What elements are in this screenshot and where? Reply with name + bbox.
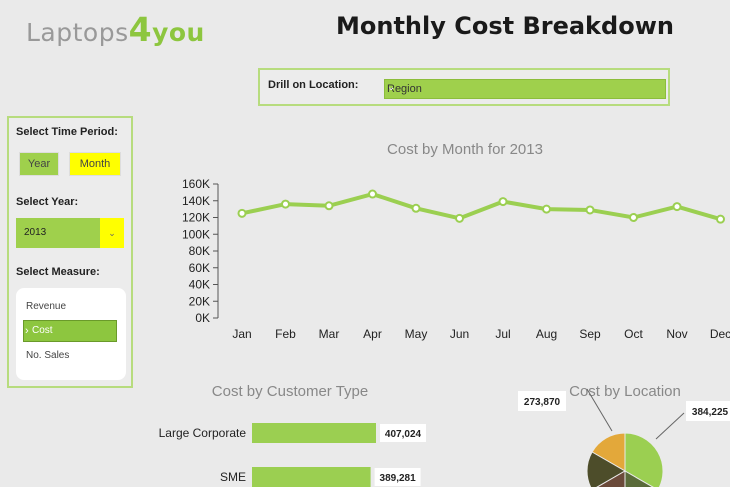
chart-title: Cost by Customer Type: [212, 383, 368, 400]
x-tick-label: May: [405, 327, 428, 341]
y-tick-label: 80K: [189, 244, 210, 258]
data-point[interactable]: [716, 214, 725, 224]
pie-slice[interactable]: [592, 470, 626, 487]
data-point[interactable]: [672, 202, 682, 212]
year-label: Select Year:: [16, 196, 79, 208]
month-button[interactable]: Month: [69, 152, 121, 176]
x-tick-label: Aug: [536, 327, 557, 341]
x-tick-label: Jul: [495, 327, 510, 341]
pie-slice[interactable]: [624, 432, 664, 487]
filter-sidebar: Select Time Period: Year Month Select Ye…: [7, 116, 133, 388]
series-line: [241, 191, 722, 222]
measure-item-cost-label: Cost: [32, 325, 53, 336]
x-tick-label: Dec: [710, 327, 730, 341]
measure-item-cost[interactable]: › Cost: [23, 320, 117, 342]
app-logo: Laptops4you: [26, 10, 205, 49]
y-tick-label: 160K: [182, 177, 210, 191]
logo-text-laptops: Laptops: [26, 18, 129, 47]
data-label: 407,024: [385, 429, 422, 440]
chevron-down-icon: ⌄: [387, 82, 396, 93]
data-point[interactable]: [542, 204, 551, 214]
data-point[interactable]: [324, 201, 334, 211]
y-tick-label: 120K: [182, 211, 210, 225]
leader-line: [655, 412, 685, 440]
y-tick-label: 60K: [189, 261, 210, 275]
measure-item-no-sales[interactable]: No. Sales: [26, 350, 70, 361]
year-select-value: 2013: [24, 227, 47, 238]
y-tick-label: 100K: [182, 227, 210, 241]
cost-by-month-chart: Cost by Month for 2013 0K 20K 40K 60K 80K 100…: [182, 141, 730, 341]
drill-location-value: Region: [387, 83, 422, 95]
data-point[interactable]: [411, 203, 421, 213]
data-point[interactable]: [368, 189, 377, 199]
cost-by-location-chart: Cost by Location 273,870 384,225: [518, 383, 730, 487]
category-label: Large Corporate: [159, 426, 247, 440]
x-tick-label: Jan: [232, 327, 251, 341]
measure-list: Revenue › Cost No. Sales: [16, 288, 126, 380]
pie-slice[interactable]: [624, 470, 658, 487]
data-label: 389,281: [380, 473, 417, 484]
x-tick-label: Apr: [363, 327, 382, 341]
year-button[interactable]: Year: [19, 152, 59, 176]
chevron-down-icon: ⌄: [100, 218, 124, 248]
measure-label: Select Measure:: [16, 266, 100, 278]
logo-text-4: 4: [128, 10, 153, 49]
data-label-box: [380, 424, 426, 442]
x-tick-label: Oct: [624, 327, 643, 341]
data-label: 273,870: [524, 397, 561, 408]
leader-line: [586, 388, 613, 432]
pie-slice[interactable]: [586, 451, 627, 487]
category-label: SME: [220, 470, 246, 484]
chevron-right-icon: ›: [25, 325, 29, 337]
data-point[interactable]: [455, 213, 464, 223]
x-tick-label: Feb: [275, 327, 296, 341]
data-label-box: [374, 468, 421, 486]
data-label: 384,225: [692, 407, 729, 418]
x-tick-label: Jun: [450, 327, 469, 341]
time-period-label: Select Time Period:: [16, 126, 118, 138]
chart-title: Cost by Location: [569, 383, 681, 400]
bar[interactable]: [252, 423, 376, 443]
drill-location-label: Drill on Location:: [268, 79, 359, 91]
x-tick-label: Nov: [666, 327, 687, 341]
drill-location-select[interactable]: Region ⌄: [384, 79, 666, 99]
data-point[interactable]: [237, 208, 247, 218]
page-title: Monthly Cost Breakdown: [336, 12, 674, 40]
y-tick-label: 40K: [189, 278, 210, 292]
cost-by-customer-chart: Cost by Customer Type Large Corporate 407…: [159, 383, 426, 487]
x-tick-label: Mar: [319, 327, 340, 341]
bar[interactable]: [252, 467, 371, 487]
logo-text-you: you: [152, 18, 205, 47]
x-tick-label: Sep: [579, 327, 601, 341]
data-point[interactable]: [629, 213, 638, 222]
data-label-box: [518, 391, 566, 411]
chart-title: Cost by Month for 2013: [387, 141, 543, 158]
data-label-box: [686, 401, 730, 421]
data-point[interactable]: [281, 199, 290, 209]
year-select[interactable]: 2013 ⌄: [16, 218, 124, 248]
y-tick-label: 0K: [195, 311, 210, 325]
data-point[interactable]: [585, 205, 595, 215]
y-tick-label: 20K: [189, 294, 210, 308]
data-point[interactable]: [498, 197, 508, 207]
y-tick-label: 140K: [182, 194, 210, 208]
measure-item-revenue[interactable]: Revenue: [26, 301, 67, 312]
drill-location-panel: Drill on Location: Region ⌄: [258, 68, 670, 106]
